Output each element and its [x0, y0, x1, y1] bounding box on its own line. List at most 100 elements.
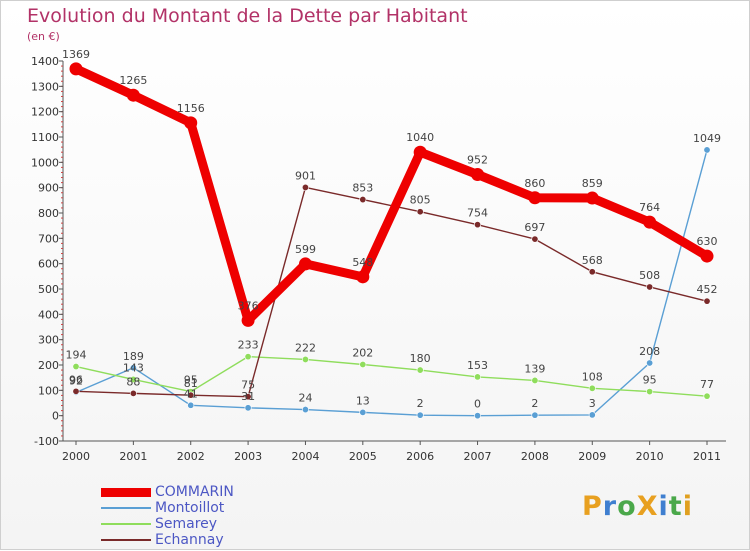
- legend-item-semarey: Semarey: [101, 516, 234, 532]
- data-point-commarin: [126, 88, 140, 102]
- data-label-commarin: 599: [295, 243, 316, 256]
- data-label-montoillot: 1049: [693, 132, 721, 145]
- data-label-echannay: 96: [69, 373, 83, 386]
- legend-swatch-echannay: [101, 539, 151, 541]
- logo-letter: i: [682, 491, 693, 522]
- x-tick-label: 2010: [636, 450, 664, 463]
- y-tick-label: 900: [38, 182, 59, 195]
- series-line-montoillot: [75, 149, 708, 417]
- data-label-commarin: 764: [639, 201, 660, 214]
- y-tick-label: 700: [38, 232, 59, 245]
- series-line-commarin: [71, 64, 712, 325]
- data-label-montoillot: 2: [531, 397, 538, 410]
- data-label-semarey: 180: [410, 352, 431, 365]
- data-point-semarey: [646, 388, 654, 396]
- data-point-echannay: [474, 221, 482, 229]
- legend-label-echannay: Echannay: [155, 532, 224, 548]
- y-tick-label: 400: [38, 308, 59, 321]
- data-point-semarey: [244, 353, 252, 361]
- x-tick-label: 2004: [291, 450, 319, 463]
- data-label-commarin: 630: [697, 235, 718, 248]
- data-point-montoillot: [416, 411, 424, 419]
- x-tick-label: 2005: [349, 450, 377, 463]
- logo-letter: P: [582, 491, 603, 522]
- data-label-montoillot: 92: [69, 374, 83, 387]
- x-tick-label: 2003: [234, 450, 262, 463]
- data-point-semarey: [474, 373, 482, 381]
- legend-swatch-commarin: [101, 487, 151, 497]
- data-label-semarey: 202: [352, 346, 373, 359]
- logo-letter: t: [668, 491, 683, 522]
- data-label-semarey: 194: [66, 349, 87, 362]
- x-tick-label: 2006: [406, 450, 434, 463]
- data-point-commarin: [471, 167, 485, 181]
- legend-label-commarin: COMMARIN: [155, 484, 234, 500]
- legend-item-montoillot: Montoillot: [101, 500, 234, 516]
- x-tick-label: 2000: [62, 450, 90, 463]
- x-tick-label: 2007: [464, 450, 492, 463]
- y-tick-label: 1200: [31, 106, 59, 119]
- y-tick-label: 600: [38, 258, 59, 271]
- data-label-montoillot: 0: [474, 398, 481, 411]
- data-label-commarin: 952: [467, 153, 488, 166]
- data-point-montoillot: [129, 364, 137, 372]
- data-point-echannay: [416, 208, 424, 216]
- data-label-echannay: 508: [639, 269, 660, 282]
- y-tick-label: 0: [52, 410, 59, 423]
- data-label-montoillot: 31: [241, 390, 255, 403]
- x-tick-label: 2001: [119, 450, 147, 463]
- data-point-semarey: [129, 375, 137, 383]
- chart-subtitle: (en €): [27, 30, 60, 43]
- data-point-montoillot: [474, 412, 482, 420]
- data-point-echannay: [301, 183, 309, 191]
- data-point-commarin: [184, 116, 198, 130]
- logo-letter: X: [636, 491, 659, 522]
- data-point-echannay: [646, 283, 654, 291]
- data-point-commarin: [69, 62, 83, 76]
- data-point-commarin: [413, 145, 427, 159]
- y-tick-label: -100: [34, 435, 59, 448]
- data-point-montoillot: [703, 146, 711, 154]
- data-label-montoillot: 13: [356, 394, 370, 407]
- data-label-echannay: 452: [697, 283, 718, 296]
- y-tick-label: 200: [38, 359, 59, 372]
- data-point-semarey: [531, 376, 539, 384]
- data-point-semarey: [72, 363, 80, 371]
- data-point-commarin: [528, 191, 542, 205]
- data-point-echannay: [531, 235, 539, 243]
- data-label-semarey: 139: [524, 362, 545, 375]
- data-point-echannay: [703, 297, 711, 305]
- legend-swatch-semarey: [101, 523, 151, 525]
- y-tick-label: 1100: [31, 131, 59, 144]
- data-point-montoillot: [244, 404, 252, 412]
- data-point-echannay: [72, 387, 80, 395]
- y-tick-label: 100: [38, 384, 59, 397]
- data-label-montoillot: 3: [589, 397, 596, 410]
- chart-legend: COMMARIN Montoillot Semarey Echannay: [101, 484, 234, 548]
- data-label-semarey: 233: [238, 339, 259, 352]
- data-label-echannay: 81: [184, 377, 198, 390]
- data-label-montoillot: 2: [417, 397, 424, 410]
- data-point-echannay: [588, 268, 596, 276]
- data-point-montoillot: [531, 411, 539, 419]
- logo-letter: o: [617, 491, 637, 522]
- legend-item-echannay: Echannay: [101, 532, 234, 548]
- data-label-commarin: 1369: [62, 48, 90, 61]
- data-label-semarey: 108: [582, 370, 603, 383]
- data-label-echannay: 853: [352, 182, 373, 195]
- data-label-commarin: 1156: [177, 102, 205, 115]
- data-point-semarey: [359, 360, 367, 368]
- data-label-montoillot: 41: [184, 387, 198, 400]
- logo-letter: r: [602, 491, 618, 522]
- y-tick-label: 1300: [31, 80, 59, 93]
- y-tick-label: 300: [38, 334, 59, 347]
- data-label-echannay: 75: [241, 379, 255, 392]
- data-label-echannay: 697: [524, 221, 545, 234]
- y-tick-label: 1400: [31, 55, 59, 68]
- legend-label-montoillot: Montoillot: [155, 500, 225, 516]
- data-point-commarin: [700, 249, 714, 263]
- data-point-montoillot: [301, 406, 309, 414]
- chart-title: Evolution du Montant de la Dette par Hab…: [27, 5, 468, 27]
- data-point-commarin: [356, 270, 370, 284]
